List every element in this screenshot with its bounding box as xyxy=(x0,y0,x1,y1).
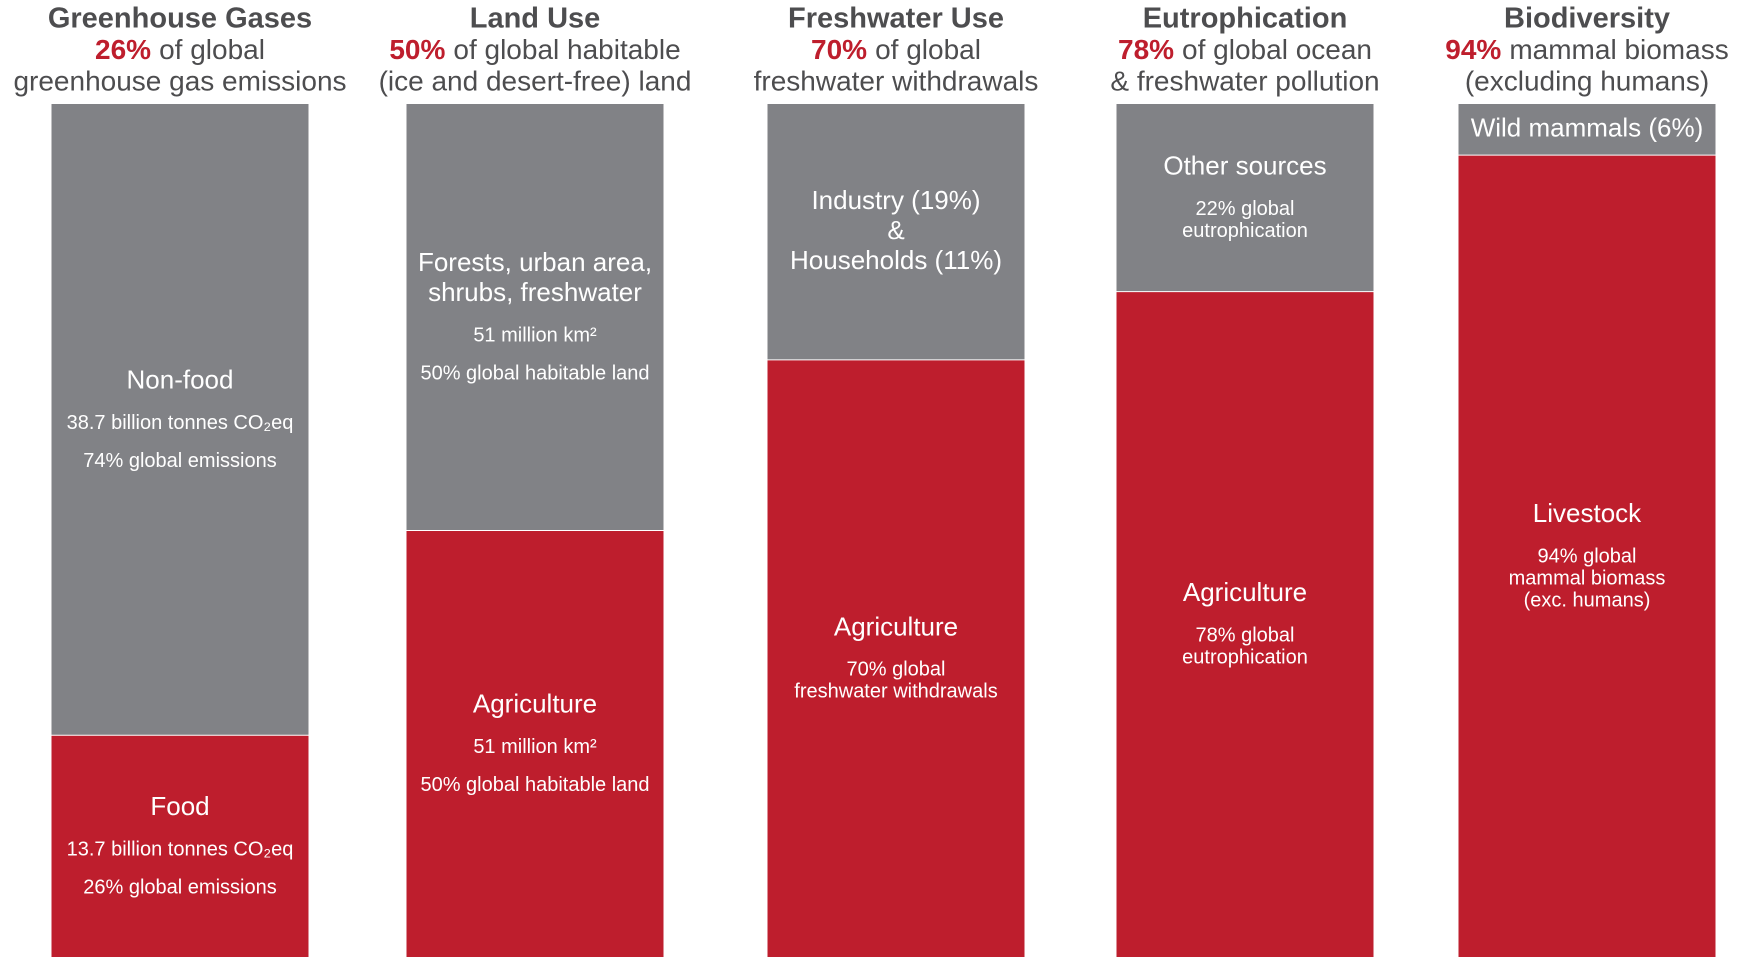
highlight: 26% xyxy=(95,34,151,65)
bar-segment xyxy=(767,359,1025,957)
highlight: 50% xyxy=(389,34,445,65)
segment-detail: 51 million km² xyxy=(473,736,597,758)
panel-subtitle: (excluding humans) xyxy=(1465,65,1709,96)
panel-title: Freshwater Use xyxy=(788,3,1004,35)
panel-subtitle: 50% of global habitable xyxy=(389,34,680,65)
segment-detail: mammal biomass xyxy=(1509,567,1666,589)
segment-name: Food xyxy=(150,791,209,821)
segment-detail: 74% global emissions xyxy=(83,450,276,472)
bar-segment xyxy=(51,735,309,957)
segment-detail: 13.7 billion tonnes CO₂eq xyxy=(67,838,294,860)
segment-detail: eutrophication xyxy=(1182,220,1308,242)
highlight: 94% xyxy=(1445,34,1501,65)
segment-detail: (exc. humans) xyxy=(1524,589,1651,611)
segment-name: Agriculture xyxy=(473,689,597,719)
segment-detail: 22% global xyxy=(1196,198,1295,220)
segment-name: & xyxy=(887,215,904,245)
bar-segment xyxy=(1116,291,1374,957)
bar-segment xyxy=(51,104,309,736)
panel-title: Biodiversity xyxy=(1504,3,1670,35)
bar-segment xyxy=(406,104,664,531)
segment-detail: eutrophication xyxy=(1182,647,1308,669)
highlight: 70% xyxy=(811,34,867,65)
segment-name: Non-food xyxy=(127,364,234,394)
panel-subtitle: (ice and desert-free) land xyxy=(379,65,692,96)
bar-segment xyxy=(1458,104,1716,156)
bar-segment xyxy=(1116,104,1374,292)
segment-name: Agriculture xyxy=(834,611,958,641)
panel-subtitle: 78% of global ocean xyxy=(1118,34,1372,65)
segment-detail: 50% global habitable land xyxy=(420,363,649,385)
panel-subtitle: 26% of global xyxy=(95,34,265,65)
panel-title: Greenhouse Gases xyxy=(48,3,312,35)
segment-name: shrubs, freshwater xyxy=(428,277,642,307)
bar-segment xyxy=(1458,155,1716,957)
segment-detail: 51 million km² xyxy=(473,325,597,347)
segment-name: Other sources xyxy=(1163,151,1326,181)
segment-name: Households (11%) xyxy=(790,245,1002,275)
segment-name: Wild mammals (6%) xyxy=(1471,112,1704,142)
segment-detail: 26% global emissions xyxy=(83,876,276,898)
segment-detail: freshwater withdrawals xyxy=(794,681,997,703)
bar-segment xyxy=(767,104,1025,360)
subtitle-text: of global xyxy=(159,34,265,65)
segment-detail: 94% global xyxy=(1538,545,1637,567)
panel-subtitle: & freshwater pollution xyxy=(1110,65,1379,96)
segment-name: Agriculture xyxy=(1183,577,1307,607)
bar-segment xyxy=(406,530,664,957)
panel-subtitle: 94% mammal biomass xyxy=(1445,34,1728,65)
panel-subtitle: 70% of global xyxy=(811,34,981,65)
panel-title: Eutrophication xyxy=(1143,3,1348,35)
subtitle-text: of global ocean xyxy=(1182,34,1372,65)
segment-name: Industry (19%) xyxy=(811,185,980,215)
segment-name: Livestock xyxy=(1533,498,1642,528)
segment-detail: 38.7 billion tonnes CO₂eq xyxy=(67,412,294,434)
segment-name: Forests, urban area, xyxy=(418,247,652,277)
subtitle-text: of global xyxy=(875,34,981,65)
subtitle-text: mammal biomass xyxy=(1509,34,1728,65)
highlight: 78% xyxy=(1118,34,1174,65)
segment-detail: 78% global xyxy=(1196,625,1295,647)
segment-detail: 50% global habitable land xyxy=(420,774,649,796)
subtitle-text: of global habitable xyxy=(453,34,680,65)
panel-subtitle: freshwater withdrawals xyxy=(754,65,1039,96)
panel-title: Land Use xyxy=(470,3,601,35)
panel-subtitle: greenhouse gas emissions xyxy=(13,65,346,96)
segment-detail: 70% global xyxy=(847,659,946,681)
